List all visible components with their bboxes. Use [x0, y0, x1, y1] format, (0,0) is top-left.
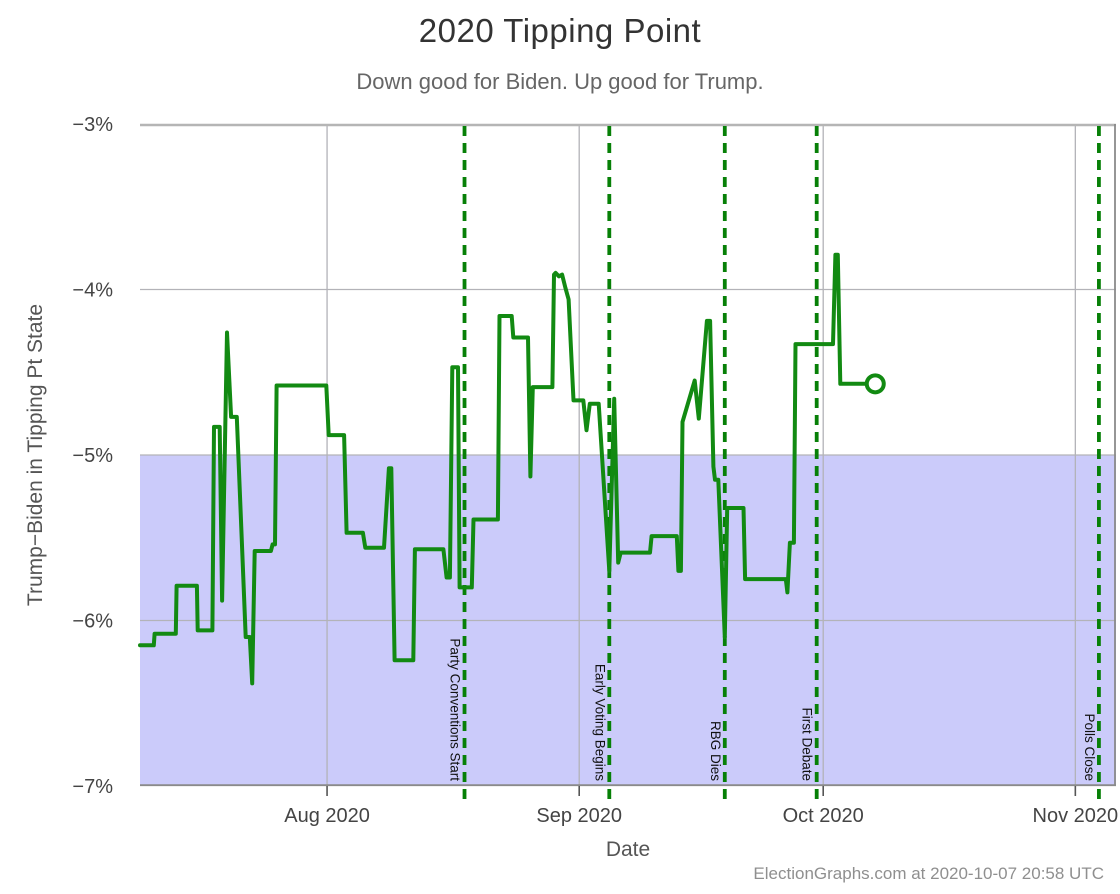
y-tick-label: −6%	[72, 611, 113, 633]
chart-title: 2020 Tipping Point	[418, 12, 702, 49]
x-axis-title: Date	[605, 838, 651, 861]
event-label: Early Voting Begins	[592, 664, 607, 781]
chart-subtitle: Down good for Biden. Up good for Trump.	[356, 69, 764, 94]
series-end-marker	[864, 373, 886, 395]
x-tick-label: Nov 2020	[1033, 805, 1119, 827]
y-tick-label: −5%	[72, 445, 113, 467]
event-label: Polls Close	[1082, 713, 1097, 781]
event-label: Party Conventions Start	[448, 638, 463, 781]
y-tick-label: −3%	[72, 114, 113, 136]
event-label: First Debate	[800, 707, 815, 781]
x-tick-label: Oct 2020	[783, 805, 864, 827]
y-tick-label: −4%	[72, 280, 113, 302]
x-tick-label: Aug 2020	[284, 805, 370, 827]
event-label: RBG Dies	[708, 721, 723, 781]
margin-series-line	[138, 252, 878, 686]
footer-attribution: ElectionGraphs.com at 2020-10-07 20:58 U…	[753, 864, 1104, 883]
y-tick-label: −7%	[72, 776, 113, 798]
x-tick-label: Sep 2020	[536, 805, 622, 827]
